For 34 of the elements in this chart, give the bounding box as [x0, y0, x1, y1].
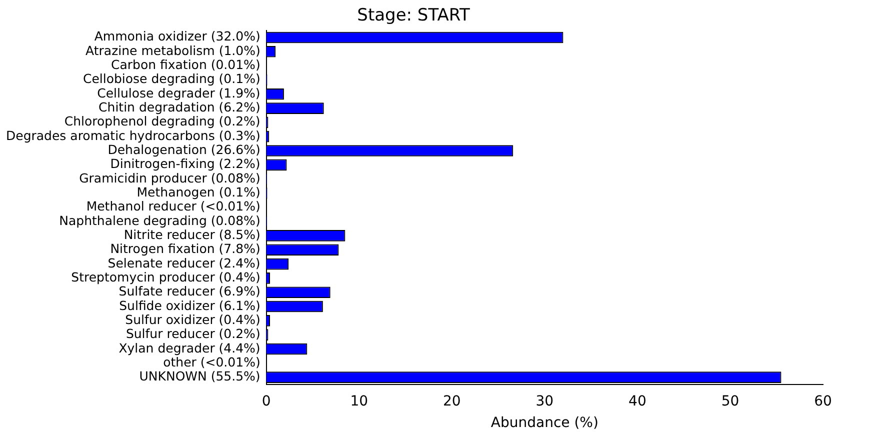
x-tick-label: 0	[262, 393, 271, 410]
y-tick-label: Gramicidin producer (0.08%)	[79, 170, 260, 186]
y-tick-label: Degrades aromatic hydrocarbons (0.3%)	[6, 128, 260, 143]
y-tick-label: Dehalogenation (26.6%)	[108, 142, 260, 158]
y-tick-label: Sulfur oxidizer (0.4%)	[125, 312, 260, 327]
y-tick-label: Chlorophenol degrading (0.2%)	[64, 114, 260, 129]
x-tick-label: 10	[350, 393, 368, 410]
y-tick-label: other (<0.01%)	[163, 354, 260, 370]
y-tick-label: Atrazine metabolism (1.0%)	[86, 42, 260, 58]
y-tick-label: Chitin degradation (6.2%)	[98, 100, 260, 115]
y-tick-label: Carbon fixation (0.01%)	[111, 57, 260, 72]
y-tick-label: Sulfate reducer (6.9%)	[118, 284, 260, 299]
y-tick-label: Nitrogen fixation (7.8%)	[110, 241, 260, 256]
x-axis-title: Abundance (%)	[490, 415, 598, 432]
y-tick-label: UNKNOWN (55.5%)	[139, 368, 260, 384]
y-tick-label: Ammonia oxidizer (32.0%)	[94, 28, 260, 44]
y-tick-label: Dinitrogen-fixing (2.2%)	[110, 156, 260, 172]
x-tick-label: 60	[814, 393, 832, 410]
y-tick-label: Naphthalene degrading (0.08%)	[59, 212, 260, 228]
x-tick-label: 40	[628, 393, 646, 410]
y-tick-label: Methanol reducer (<0.01%)	[86, 198, 260, 214]
y-tick-label: Xylan degrader (4.4%)	[118, 340, 260, 356]
x-tick-label: 50	[721, 393, 740, 410]
y-tick-label: Sulfur reducer (0.2%)	[126, 326, 260, 342]
y-tick-label: Cellulose degrader (1.9%)	[97, 85, 260, 100]
y-tick-label: Selenate reducer (2.4%)	[108, 255, 260, 270]
y-tick-label: Nitrite reducer (8.5%)	[124, 226, 260, 242]
x-tick-label: 20	[442, 393, 461, 410]
y-tick-label: Streptomycin producer (0.4%)	[71, 269, 260, 284]
chart-title: Stage: START	[357, 6, 470, 26]
y-tick-label: Cellobiose degrading (0.1%)	[82, 71, 260, 86]
y-tick-label: Sulfide oxidizer (6.1%)	[119, 298, 260, 313]
y-tick-label: Methanogen (0.1%)	[136, 184, 260, 200]
x-tick-label: 30	[536, 393, 554, 410]
